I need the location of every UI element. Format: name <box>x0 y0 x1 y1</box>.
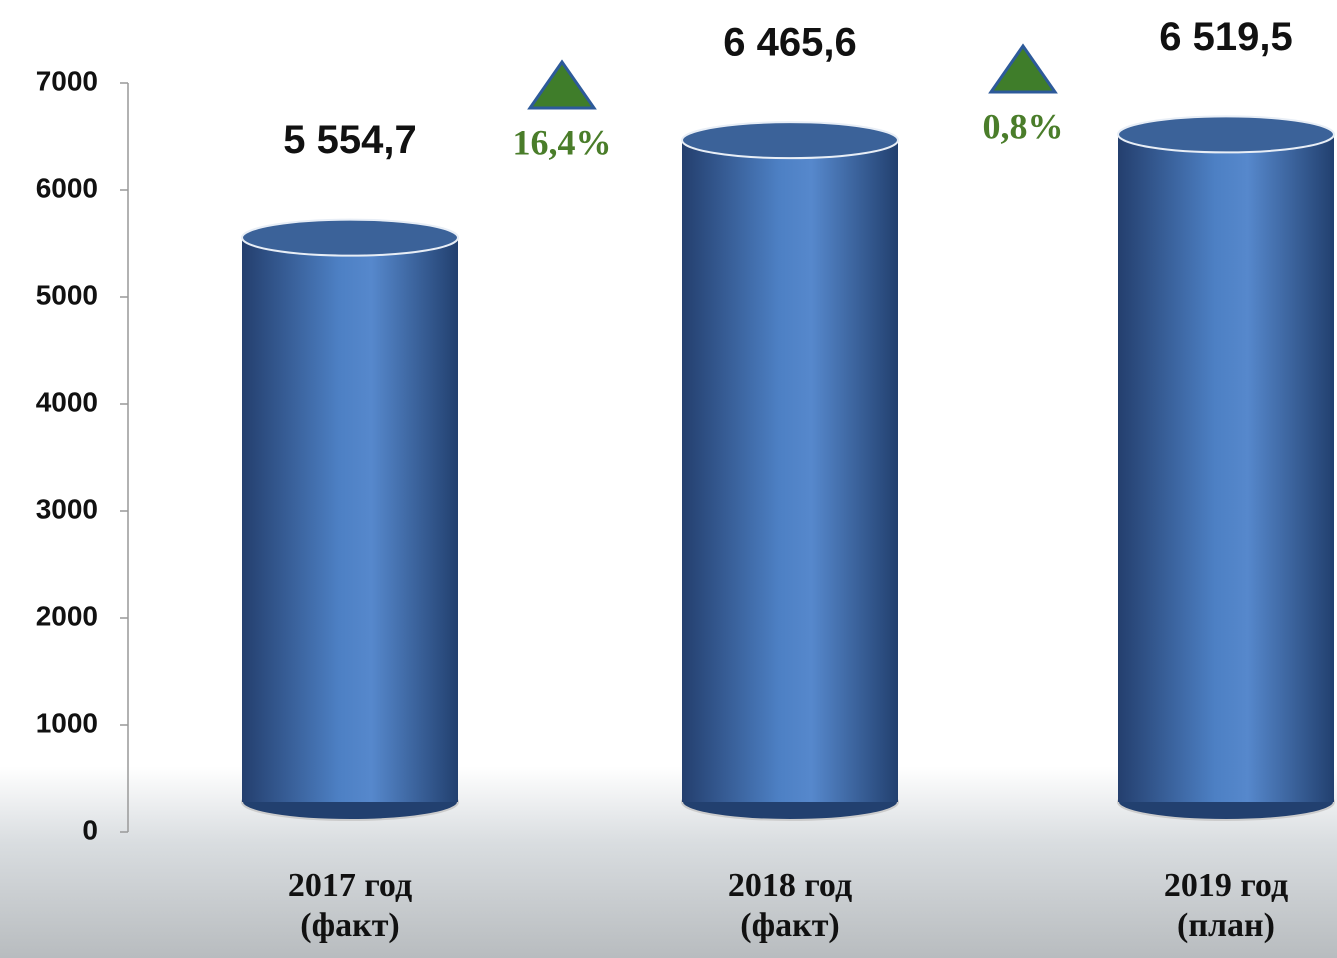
value-label: 5 554,7 <box>283 118 416 162</box>
change-annotation: 16,4% <box>513 122 612 162</box>
y-tick-label: 0 <box>82 814 98 845</box>
y-tick-label: 4000 <box>36 386 98 417</box>
y-tick-label: 3000 <box>36 493 98 524</box>
page: 0 1000 2000 3000 4000 5000 6000 7000 5 554,7 6 46… <box>0 0 1337 958</box>
change-annotation: 0,8% <box>983 106 1064 146</box>
y-tick-label: 6000 <box>36 172 98 203</box>
value-label: 6 519,5 <box>1159 15 1292 59</box>
y-tick-label: 5000 <box>36 279 98 310</box>
bar <box>1118 116 1334 820</box>
x-tick-label: 2017 год (факт) <box>250 866 450 946</box>
x-tick-label: 2019 год (план) <box>1126 866 1326 946</box>
bar <box>682 122 898 820</box>
bar <box>242 220 458 820</box>
value-label: 6 465,6 <box>723 21 856 65</box>
y-tick-label: 7000 <box>36 65 98 96</box>
chart: 0 1000 2000 3000 4000 5000 6000 7000 5 554,7 6 46… <box>0 0 1337 958</box>
y-tick-label: 1000 <box>36 707 98 738</box>
x-tick-label: 2018 год (факт) <box>690 866 890 946</box>
up-triangle <box>991 46 1055 92</box>
up-triangle <box>530 62 594 108</box>
y-tick-label: 2000 <box>36 600 98 631</box>
